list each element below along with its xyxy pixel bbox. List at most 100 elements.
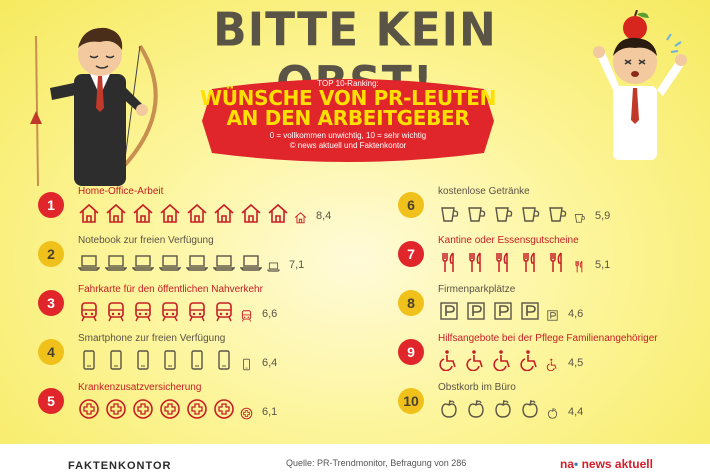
item-score: 8,4 xyxy=(316,210,332,222)
cutlery-icon xyxy=(575,260,583,273)
wheelchair-icon xyxy=(466,350,483,371)
apple-icon xyxy=(495,399,511,418)
item-score: 5,1 xyxy=(595,259,611,271)
laptop-icon xyxy=(132,255,154,271)
cup-icon xyxy=(549,207,567,222)
rank-number: 7 xyxy=(398,241,424,267)
apple-icon xyxy=(468,399,484,418)
rating-icons xyxy=(438,349,564,371)
item-score: 6,1 xyxy=(262,406,278,418)
apple-icon xyxy=(522,399,538,418)
rating-icons xyxy=(438,398,564,420)
cutlery-icon xyxy=(496,252,508,272)
cutlery-icon xyxy=(442,252,454,272)
rank-number: 1 xyxy=(38,192,64,218)
train-icon xyxy=(162,302,178,322)
laptop-icon xyxy=(78,255,100,271)
item-score: 6,6 xyxy=(262,308,278,320)
rating-icons xyxy=(78,398,258,420)
rank-number: 3 xyxy=(38,290,64,316)
house-icon xyxy=(160,203,180,223)
parking-icon xyxy=(521,302,539,320)
house-icon xyxy=(79,203,99,223)
cutlery-icon xyxy=(469,252,481,272)
item-label: Krankenzusatzversicherung xyxy=(78,382,202,393)
item-score: 4,5 xyxy=(568,357,584,369)
item-label: Smartphone zur freien Verfügung xyxy=(78,333,226,344)
smartphone-icon xyxy=(218,350,230,370)
train-icon xyxy=(81,302,97,322)
cutlery-icon xyxy=(523,252,535,272)
item-label: Kantine oder Essensgutscheine xyxy=(438,235,579,246)
medical-cross-icon xyxy=(160,399,180,419)
house-icon xyxy=(187,203,207,223)
parking-icon xyxy=(440,302,458,320)
house-icon xyxy=(268,203,288,223)
title-badge: TOP 10-Ranking: WÜNSCHE VON PR-LEUTEN AN… xyxy=(198,75,498,165)
rank-number: 2 xyxy=(38,241,64,267)
item-score: 7,1 xyxy=(289,259,305,271)
rank-number: 8 xyxy=(398,290,424,316)
news-aktuell-name: news aktuell xyxy=(581,457,653,471)
rank-number: 5 xyxy=(38,388,64,414)
smartphone-icon xyxy=(191,350,203,370)
apple-head-illustration xyxy=(593,10,687,160)
item-label: Obstkorb im Büro xyxy=(438,382,516,393)
cup-icon xyxy=(495,207,513,222)
medical-cross-icon xyxy=(106,399,126,419)
rank-number: 9 xyxy=(398,339,424,365)
badge-credit: © news aktuell und Faktenkontor xyxy=(289,141,407,150)
wheelchair-icon xyxy=(439,350,456,371)
smartphone-icon xyxy=(164,350,176,370)
footer: FAKTENKONTOR Quelle: PR-Trendmonitor, Be… xyxy=(0,444,710,473)
cup-icon xyxy=(441,207,459,222)
rating-icons xyxy=(78,251,285,273)
rating-icons xyxy=(78,300,258,322)
wheelchair-icon xyxy=(546,358,557,371)
rating-icons xyxy=(438,300,564,322)
item-label: Notebook zur freien Verfügung xyxy=(78,235,214,246)
laptop-icon xyxy=(105,255,127,271)
train-icon xyxy=(108,302,124,322)
rank-number: 10 xyxy=(398,388,424,414)
badge-title-line2: AN DEN ARBEITGEBER xyxy=(226,106,470,130)
item-label: Fahrkarte für den öffentlichen Nahverkeh… xyxy=(78,284,263,295)
cutlery-icon xyxy=(550,252,562,272)
rating-icons xyxy=(438,251,591,273)
laptop-icon xyxy=(267,262,280,272)
house-icon xyxy=(294,212,307,224)
item-label: Home-Office-Arbeit xyxy=(78,186,164,197)
house-icon xyxy=(106,203,126,223)
news-aktuell-prefix: na xyxy=(560,457,575,471)
laptop-icon xyxy=(213,255,235,271)
medical-cross-icon xyxy=(187,399,207,419)
item-label: Hilfsangebote bei der Pflege Familienang… xyxy=(438,333,658,344)
item-score: 6,4 xyxy=(262,357,278,369)
rank-number: 6 xyxy=(398,192,424,218)
train-icon xyxy=(216,302,232,322)
apple-icon xyxy=(547,408,558,419)
cup-icon xyxy=(468,207,486,222)
house-icon xyxy=(214,203,234,223)
cup-icon xyxy=(574,214,585,223)
medical-cross-icon xyxy=(240,407,253,420)
news-aktuell-logo: na• news aktuell xyxy=(560,457,653,471)
rating-icons xyxy=(438,202,591,224)
item-score: 5,9 xyxy=(595,210,611,222)
wheelchair-icon xyxy=(520,350,537,371)
medical-cross-icon xyxy=(133,399,153,419)
item-label: Firmenparkplätze xyxy=(438,284,516,295)
laptop-icon xyxy=(186,255,208,271)
parking-icon xyxy=(467,302,485,320)
faktenkontor-logo: FAKTENKONTOR xyxy=(68,460,172,472)
apple-icon xyxy=(441,399,457,418)
rank-number: 4 xyxy=(38,339,64,365)
train-icon xyxy=(135,302,151,322)
parking-icon xyxy=(494,302,512,320)
smartphone-icon xyxy=(137,350,149,370)
item-score: 4,6 xyxy=(568,308,584,320)
medical-cross-icon xyxy=(214,399,234,419)
house-icon xyxy=(241,203,261,223)
smartphone-icon xyxy=(243,358,250,371)
medical-cross-icon xyxy=(79,399,99,419)
